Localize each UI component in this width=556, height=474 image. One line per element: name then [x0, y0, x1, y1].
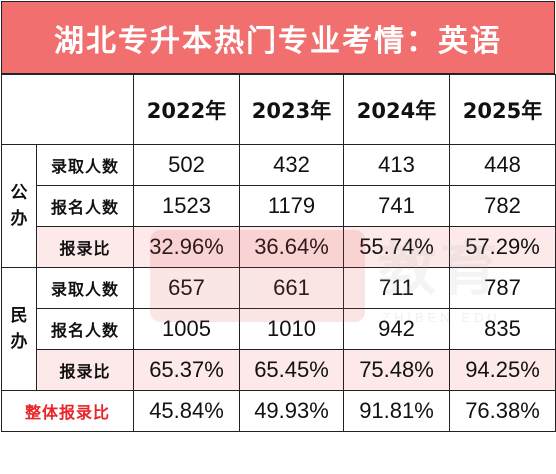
group-label-private: 民办 — [1, 267, 37, 391]
table-cell: 32.96% — [133, 226, 240, 268]
row-label: 录取人数 — [36, 267, 134, 309]
table-cell: 741 — [343, 185, 450, 227]
table-cell: 65.37% — [133, 349, 240, 391]
table-cell: 1179 — [239, 185, 344, 227]
overall-cell: 76.38% — [449, 390, 556, 432]
table-cell: 448 — [449, 144, 556, 186]
table-cell: 711 — [343, 267, 450, 309]
overall-cell: 45.84% — [133, 390, 240, 432]
overall-cell: 49.93% — [239, 390, 344, 432]
exam-stats-table: 2022年 2023年 2024年 2025年 公办 录取人数 502 432 … — [1, 74, 556, 432]
row-label: 报名人数 — [36, 308, 134, 350]
table-row: 报名人数 1523 1179 741 782 — [2, 185, 556, 227]
group-label-public: 公办 — [1, 144, 37, 268]
table-cell: 55.74% — [343, 226, 450, 268]
header-row: 2022年 2023年 2024年 2025年 — [1, 74, 556, 145]
row-label: 报名人数 — [36, 185, 134, 227]
table-cell: 94.25% — [449, 349, 556, 391]
table-cell: 57.29% — [449, 226, 556, 268]
table-cell: 1523 — [133, 185, 240, 227]
table-cell: 661 — [239, 267, 344, 309]
table-row: 公办 录取人数 502 432 413 448 — [1, 144, 556, 268]
year-header: 2023年 — [239, 74, 344, 145]
table-cell: 657 — [133, 267, 240, 309]
table-cell: 413 — [343, 144, 450, 186]
corner-cell — [1, 74, 134, 145]
overall-row: 整体报录比 45.84% 49.93% 91.81% 76.38% — [1, 390, 556, 432]
table-cell: 65.45% — [239, 349, 344, 391]
table-cell: 36.64% — [239, 226, 344, 268]
table-cell: 432 — [239, 144, 344, 186]
year-header: 2024年 — [343, 74, 450, 145]
table-cell: 1010 — [239, 308, 344, 350]
group-label-text: 公办 — [10, 183, 28, 229]
row-label: 报录比 — [36, 349, 134, 391]
overall-cell: 91.81% — [343, 390, 450, 432]
table-cell: 502 — [133, 144, 240, 186]
row-label: 录取人数 — [36, 144, 134, 186]
ratio-row: 报录比 65.37% 65.45% 75.48% 94.25% — [2, 349, 556, 391]
table-cell: 782 — [449, 185, 556, 227]
table-cell: 942 — [343, 308, 450, 350]
table-cell: 835 — [449, 308, 556, 350]
overall-label: 整体报录比 — [1, 390, 134, 432]
page-title: 湖北专升本热门专业考情：英语 — [1, 1, 555, 74]
year-header: 2022年 — [133, 74, 240, 145]
year-header: 2025年 — [449, 74, 556, 145]
row-label: 报录比 — [36, 226, 134, 268]
table-row: 报名人数 1005 1010 942 835 — [2, 308, 556, 350]
ratio-row: 报录比 32.96% 36.64% 55.74% 57.29% — [2, 226, 556, 268]
table-cell: 1005 — [133, 308, 240, 350]
table-row: 民办 录取人数 657 661 711 787 — [1, 267, 556, 391]
table-cell: 75.48% — [343, 349, 450, 391]
group-label-text: 民办 — [10, 306, 28, 352]
table-cell: 787 — [449, 267, 556, 309]
